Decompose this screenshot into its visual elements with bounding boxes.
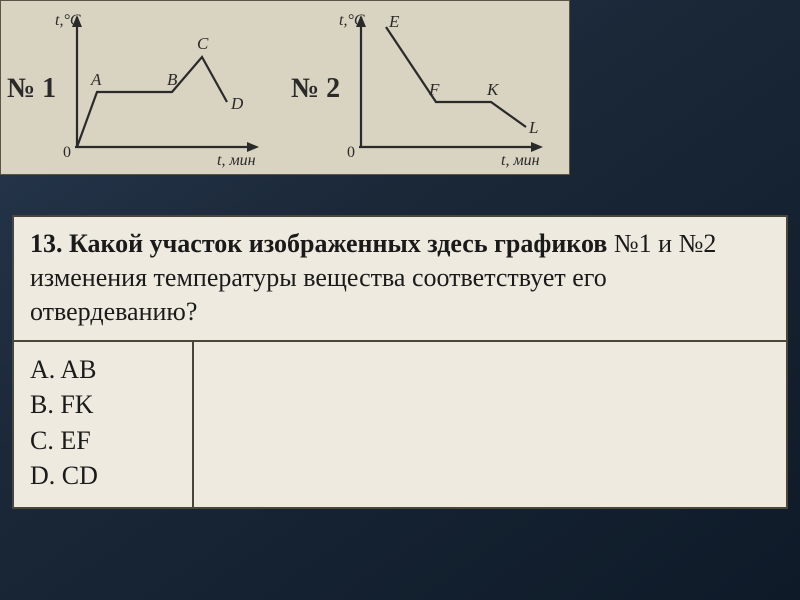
option-A: A. AB [30,352,176,387]
option-D: D. CD [30,458,176,493]
point-B: B [167,70,178,89]
point-F: F [428,80,440,99]
question-number: 13. [30,229,63,258]
graph-1: № 1 t,°C t, мин 0 A B C D [1,1,285,174]
question-bold: Какой участок изображенных здесь графико… [69,229,607,258]
graph-2: № 2 t,°C t, мин 0 E F K L [285,1,569,174]
graph-2-svg: t,°C t, мин 0 E F K L [333,7,563,172]
question-text: 13. Какой участок изображенных здесь гра… [14,217,786,342]
graph2-origin: 0 [347,144,355,161]
graph2-ylabel: t,°C [339,12,365,29]
point-D: D [230,94,244,113]
question-block: 13. Какой участок изображенных здесь гра… [12,215,788,509]
graphs-panel: № 1 t,°C t, мин 0 A B C D № 2 [0,0,570,175]
point-A: A [90,70,102,89]
graph-1-svg: t,°C t, мин 0 A B C D [49,7,279,172]
option-B: B. FK [30,387,176,422]
option-C: C. EF [30,423,176,458]
point-L: L [528,118,538,137]
graph1-origin: 0 [63,144,71,161]
graph2-xlabel: t, мин [501,152,540,169]
graph1-ylabel: t,°C [55,12,81,29]
point-C: C [197,34,209,53]
graph1-xlabel: t, мин [217,152,256,169]
point-K: K [486,80,500,99]
answer-options: A. AB B. FK C. EF D. CD [14,342,194,506]
answers-row: A. AB B. FK C. EF D. CD [14,342,786,506]
point-E: E [388,12,400,31]
answer-empty-cell [194,342,786,506]
